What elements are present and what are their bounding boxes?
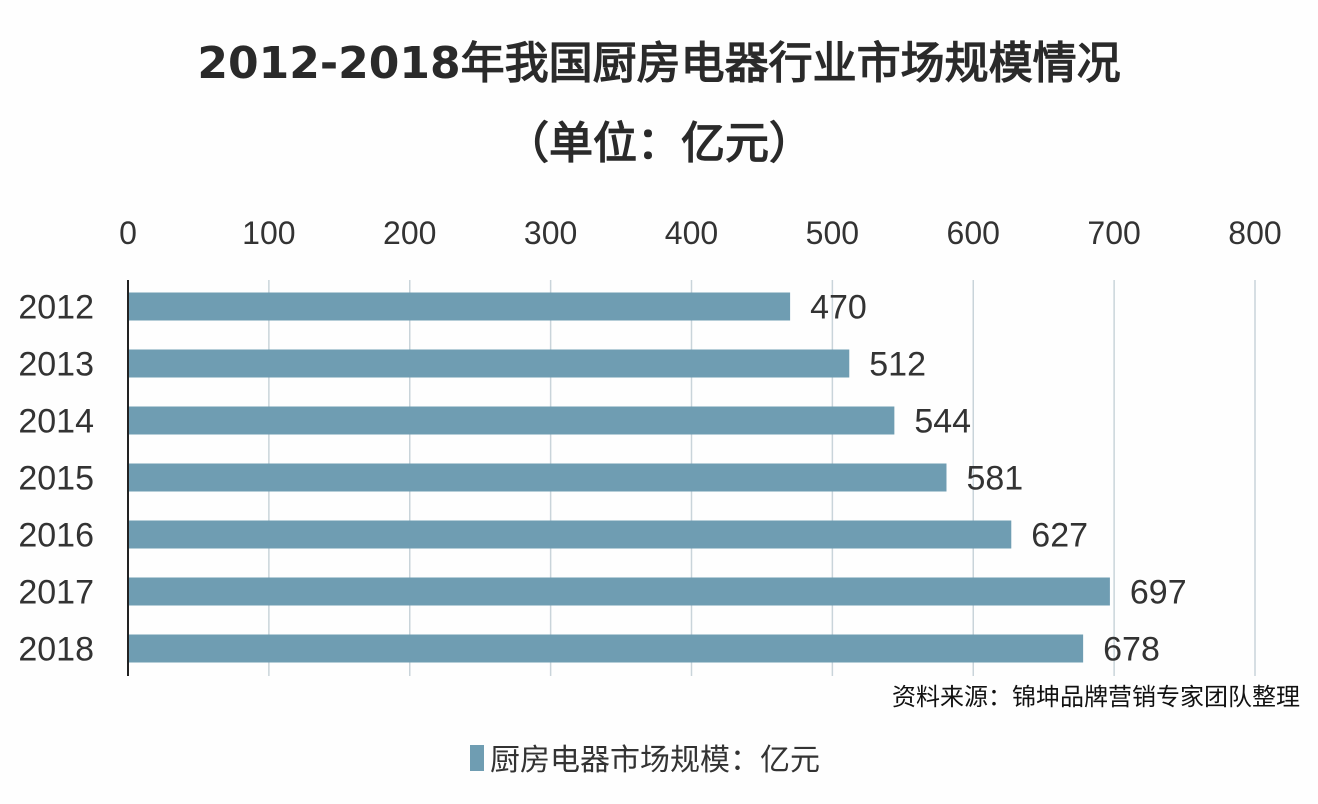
x-tick-label: 200 (383, 215, 436, 251)
x-tick-label: 400 (665, 215, 718, 251)
data-label: 627 (1031, 517, 1088, 555)
y-category-label: 2012 (18, 289, 94, 327)
legend-label: 厨房电器市场规模：亿元 (490, 743, 820, 778)
bar-2014 (128, 406, 895, 435)
bar-2013 (128, 349, 850, 378)
y-category-label: 2018 (18, 631, 94, 669)
bar-2018 (128, 634, 1084, 663)
legend: 厨房电器市场规模：亿元 (470, 743, 820, 778)
chart-title: 2012-2018年我国厨房电器行业市场规模情况 (197, 38, 1120, 89)
x-tick-label: 700 (1087, 215, 1140, 251)
y-category-label: 2014 (18, 403, 94, 441)
y-category-label: 2015 (18, 460, 94, 498)
x-tick-label: 0 (119, 215, 137, 251)
x-tick-label: 100 (242, 215, 295, 251)
data-label: 697 (1130, 574, 1187, 612)
bar-2012 (128, 292, 791, 321)
chart-subtitle: （单位：亿元） (505, 118, 813, 169)
x-tick-label: 800 (1228, 215, 1281, 251)
data-label: 512 (869, 346, 926, 384)
data-label: 544 (914, 403, 971, 441)
data-label: 678 (1103, 631, 1160, 669)
bar-2015 (128, 463, 947, 492)
x-tick-label: 600 (947, 215, 1000, 251)
x-tick-label: 300 (524, 215, 577, 251)
data-label: 470 (810, 289, 867, 327)
data-label: 581 (966, 460, 1023, 498)
y-category-label: 2016 (18, 517, 94, 555)
bar-2017 (128, 577, 1110, 606)
x-tick-label: 500 (806, 215, 859, 251)
y-category-label: 2013 (18, 346, 94, 384)
y-category-label: 2017 (18, 574, 94, 612)
legend-swatch (470, 745, 484, 771)
source-note: 资料来源：锦坤品牌营销专家团队整理 (892, 683, 1300, 711)
bar-2016 (128, 520, 1012, 549)
